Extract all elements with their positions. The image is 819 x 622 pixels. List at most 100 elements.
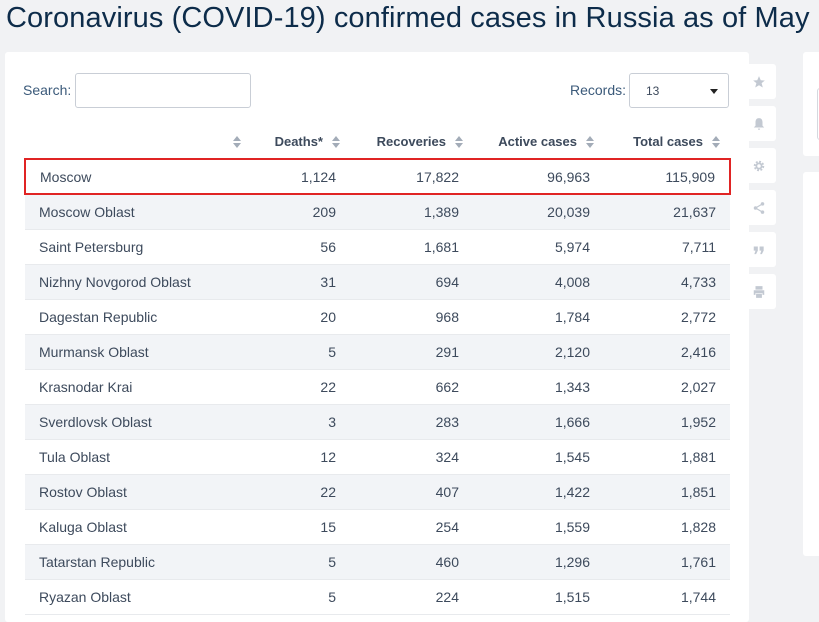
cell-recoveries: 224 — [350, 579, 473, 615]
side-panel-top — [803, 52, 819, 156]
column-header-active-cases[interactable]: Active cases — [473, 124, 604, 160]
notification-button[interactable] — [741, 106, 776, 141]
chevron-down-icon — [710, 89, 718, 94]
gear-icon — [753, 160, 764, 171]
cell-active: 2,120 — [473, 334, 604, 370]
panel-frame — [817, 88, 819, 140]
sort-icon — [455, 136, 463, 149]
cell-name: Sverdlovsk Oblast — [25, 404, 251, 440]
cell-active: 1,666 — [473, 404, 604, 440]
cell-name: Dagestan Republic — [25, 299, 251, 335]
cell-deaths: 22 — [251, 474, 350, 510]
cell-recoveries: 1,681 — [350, 229, 473, 265]
cell-name: Tula Oblast — [25, 439, 251, 475]
table-row: Ryazan Oblast 5 224 1,515 1,744 — [25, 579, 730, 615]
page-title: Coronavirus (COVID-19) confirmed cases i… — [6, 2, 819, 34]
records-select[interactable]: 13 — [629, 73, 729, 108]
cell-name: Krasnodar Krai — [25, 369, 251, 405]
quote-icon — [753, 246, 764, 254]
cell-deaths: 5 — [251, 544, 350, 580]
cell-deaths: 56 — [251, 229, 350, 265]
share-button[interactable] — [741, 190, 776, 225]
table-row: Tatarstan Republic 5 460 1,296 1,761 — [25, 544, 730, 580]
cell-recoveries: 407 — [350, 474, 473, 510]
cell-name: Rostov Oblast — [25, 474, 251, 510]
cell-active: 1,343 — [473, 369, 604, 405]
table-row: Dagestan Republic 20 968 1,784 2,772 — [25, 299, 730, 335]
cell-recoveries: 662 — [350, 369, 473, 405]
share-icon — [753, 201, 764, 214]
search-input[interactable] — [75, 73, 251, 108]
cell-name: Moscow — [24, 158, 251, 195]
table-row: Murmansk Oblast 5 291 2,120 2,416 — [25, 334, 730, 370]
table-row: Rostov Oblast 22 407 1,422 1,851 — [25, 474, 730, 510]
print-button[interactable] — [741, 274, 776, 309]
cell-total: 2,027 — [604, 369, 730, 405]
cell-name: Ryazan Oblast — [25, 579, 251, 615]
favorite-button[interactable] — [741, 64, 776, 99]
statistics-card: Search: Records: 13 Deaths* Recoveries A… — [5, 52, 749, 622]
sort-icon — [332, 136, 340, 149]
print-icon — [753, 285, 764, 298]
cell-active: 1,784 — [473, 299, 604, 335]
cell-total: 1,881 — [604, 439, 730, 475]
sort-icon — [233, 136, 241, 149]
table-row: Krasnodar Krai 22 662 1,343 2,027 — [25, 369, 730, 405]
cell-total: 7,711 — [604, 229, 730, 265]
sort-icon — [586, 136, 594, 149]
cell-active: 1,515 — [473, 579, 604, 615]
cell-deaths: 22 — [251, 369, 350, 405]
cell-active: 96,963 — [473, 158, 604, 195]
cell-total: 1,761 — [604, 544, 730, 580]
cell-recoveries: 254 — [350, 509, 473, 545]
cell-total: 2,416 — [604, 334, 730, 370]
table-row: Saint Petersburg 56 1,681 5,974 7,711 — [25, 229, 730, 265]
cell-deaths: 5 — [251, 579, 350, 615]
cell-deaths: 3 — [251, 404, 350, 440]
cell-name: Tatarstan Republic — [25, 544, 251, 580]
side-toolbar — [741, 64, 776, 316]
settings-button[interactable] — [741, 148, 776, 183]
cell-total: 1,851 — [604, 474, 730, 510]
side-panel-bottom — [803, 172, 819, 556]
column-header-recoveries[interactable]: Recoveries — [350, 124, 473, 160]
cell-name: Nizhny Novgorod Oblast — [25, 264, 251, 300]
cell-deaths: 12 — [251, 439, 350, 475]
cell-deaths: 20 — [251, 299, 350, 335]
bell-icon — [753, 117, 764, 130]
cell-recoveries: 283 — [350, 404, 473, 440]
table-row-highlighted: Moscow 1,124 17,822 96,963 115,909 — [24, 158, 731, 195]
cell-active: 1,296 — [473, 544, 604, 580]
cell-deaths: 209 — [251, 194, 350, 230]
cell-total: 1,952 — [604, 404, 730, 440]
cell-total: 21,637 — [604, 194, 730, 230]
table-row: Nizhny Novgorod Oblast 31 694 4,008 4,733 — [25, 264, 730, 300]
cell-deaths: 5 — [251, 334, 350, 370]
cell-deaths: 1,124 — [251, 158, 350, 195]
cell-recoveries: 968 — [350, 299, 473, 335]
table-header-row: Deaths* Recoveries Active cases Total ca… — [25, 124, 730, 160]
star-icon — [752, 75, 765, 88]
records-select-value: 13 — [646, 84, 660, 98]
column-header-deaths[interactable]: Deaths* — [251, 124, 350, 160]
cell-recoveries: 17,822 — [350, 158, 473, 195]
cell-recoveries: 324 — [350, 439, 473, 475]
cell-name: Murmansk Oblast — [25, 334, 251, 370]
cell-active: 4,008 — [473, 264, 604, 300]
cell-recoveries: 291 — [350, 334, 473, 370]
table-row: Moscow Oblast 209 1,389 20,039 21,637 — [25, 194, 730, 230]
cell-active: 1,545 — [473, 439, 604, 475]
cell-total: 4,733 — [604, 264, 730, 300]
table-row: Tula Oblast 12 324 1,545 1,881 — [25, 439, 730, 475]
cell-name: Moscow Oblast — [25, 194, 251, 230]
cell-recoveries: 694 — [350, 264, 473, 300]
cite-button[interactable] — [741, 232, 776, 267]
cell-recoveries: 1,389 — [350, 194, 473, 230]
cell-active: 1,422 — [473, 474, 604, 510]
table-row: Sverdlovsk Oblast 3 283 1,666 1,952 — [25, 404, 730, 440]
column-header-region[interactable] — [25, 124, 251, 160]
cell-deaths: 31 — [251, 264, 350, 300]
column-header-total-cases[interactable]: Total cases — [604, 124, 730, 160]
table-row: Kaluga Oblast 15 254 1,559 1,828 — [25, 509, 730, 545]
cell-total: 1,744 — [604, 579, 730, 615]
